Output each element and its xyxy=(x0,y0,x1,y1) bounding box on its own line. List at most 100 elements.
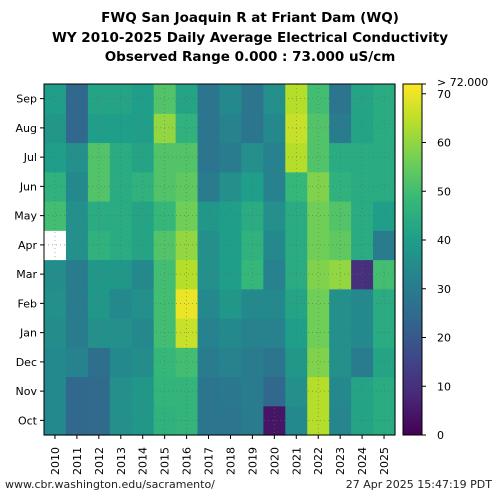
y-tick-label: Sep xyxy=(16,93,37,106)
x-tick-label: 2019 xyxy=(246,447,259,475)
heatmap-cell xyxy=(87,347,111,378)
heatmap-cell xyxy=(87,201,111,231)
heatmap-cell xyxy=(351,376,374,407)
colorbar-tick-label: 30 xyxy=(437,283,451,296)
heatmap-cell xyxy=(351,84,374,114)
x-tick-label: 2021 xyxy=(290,447,303,475)
heatmap-cell xyxy=(65,347,89,378)
heatmap-cell xyxy=(87,84,111,114)
heatmap-cell xyxy=(219,230,243,261)
x-tick-label: 2018 xyxy=(224,447,237,475)
heatmap-cell xyxy=(109,171,133,202)
x-tick-label: 2012 xyxy=(93,447,106,475)
heatmap-cell xyxy=(44,230,67,261)
footer-timestamp: 27 Apr 2025 15:47:19 PDT xyxy=(345,478,492,491)
colorbar-tick-label: 0 xyxy=(437,429,444,442)
chart-title-line-3: Observed Range 0.000 : 73.000 uS/cm xyxy=(104,49,396,65)
heatmap-cell xyxy=(87,142,111,173)
heatmap-cell xyxy=(131,171,155,202)
heatmap-cell xyxy=(263,201,286,231)
heatmap-cell xyxy=(175,376,199,407)
heatmap-cell xyxy=(307,376,330,407)
heatmap-cell xyxy=(131,376,155,407)
heatmap-cell xyxy=(109,230,133,261)
x-tick-label: 2017 xyxy=(203,447,216,475)
heatmap-cell xyxy=(219,376,243,407)
heatmap-cell xyxy=(65,230,89,261)
y-tick-label: Nov xyxy=(16,385,38,398)
heatmap-cell xyxy=(131,201,155,231)
heatmap-cell xyxy=(307,230,330,261)
heatmap-cell xyxy=(109,84,133,114)
heatmap-cell xyxy=(263,288,286,319)
plot-frame xyxy=(43,83,396,436)
x-tick-label: 2020 xyxy=(268,447,281,475)
heatmap-cell xyxy=(87,230,111,261)
x-tick-label: 2023 xyxy=(334,447,347,475)
heatmap-cell xyxy=(351,201,374,231)
heatmap-cell xyxy=(65,171,89,202)
heatmap-cell xyxy=(131,142,155,173)
heatmap-cell xyxy=(307,201,330,231)
y-tick-label: Oct xyxy=(18,414,38,427)
x-tick-label: 2015 xyxy=(159,447,172,475)
colorbar-tick-label: 70 xyxy=(437,88,451,101)
colorbar-tick-label: 50 xyxy=(437,185,451,198)
x-tick-label: 2024 xyxy=(356,447,369,475)
y-tick-label: Feb xyxy=(18,297,37,310)
colorbar-gradient xyxy=(402,83,423,436)
heatmap-cell xyxy=(44,142,67,173)
heatmap-cell xyxy=(87,171,111,202)
heatmap-cell xyxy=(351,230,374,261)
y-tick-label: Jun xyxy=(19,180,37,193)
heatmap-cell xyxy=(87,376,111,407)
heatmap-cell xyxy=(65,84,89,114)
heatmap-cell xyxy=(109,142,133,173)
heatmap-cell xyxy=(131,259,155,290)
heatmap-cell xyxy=(44,259,67,290)
heatmap-cell xyxy=(44,201,67,231)
heatmap-cell xyxy=(307,288,330,319)
y-tick-label: Jul xyxy=(23,151,37,164)
x-tick-label: 2014 xyxy=(137,447,150,475)
x-tick-label: 2016 xyxy=(181,447,194,475)
chart-title-line-2: WY 2010-2025 Daily Average Electrical Co… xyxy=(51,30,449,46)
heatmap-cell xyxy=(307,142,330,173)
heatmap-cell xyxy=(219,142,243,173)
colorbar-over-label: > 72.000 xyxy=(437,76,488,89)
heatmap-cell xyxy=(307,84,330,114)
x-tick-label: 2022 xyxy=(312,447,325,475)
heatmap-cell xyxy=(219,259,243,290)
heatmap-gridlines xyxy=(44,84,395,435)
heatmap-cell xyxy=(351,288,374,319)
heatmap-cell xyxy=(65,201,89,231)
heatmap-cell xyxy=(44,347,67,378)
heatmap-cell xyxy=(175,142,199,173)
heatmap-cell xyxy=(219,171,243,202)
x-tick-label: 2013 xyxy=(115,447,128,475)
heatmap-cell xyxy=(44,84,67,114)
heatmap-cell xyxy=(307,347,330,378)
colorbar-tick-label: 10 xyxy=(437,380,451,393)
x-tick-label: 2011 xyxy=(71,447,84,475)
heatmap-cell xyxy=(131,288,155,319)
chart-title-line-1: FWQ San Joaquin R at Friant Dam (WQ) xyxy=(101,10,399,26)
heatmap-cell xyxy=(87,288,111,319)
x-tick-label: 2025 xyxy=(378,447,391,475)
heatmap-cell xyxy=(219,201,243,231)
y-tick-label: Dec xyxy=(16,356,37,369)
heatmap-cell xyxy=(65,142,89,173)
x-tick-label: 2010 xyxy=(49,447,62,475)
heatmap-cell xyxy=(44,171,67,202)
heatmap-cell xyxy=(109,347,133,378)
heatmap-cells xyxy=(44,84,396,436)
heatmap-cell xyxy=(351,259,374,290)
heatmap-cell xyxy=(263,259,286,290)
colorbar-tick-label: 60 xyxy=(437,137,451,150)
footer-source-url[interactable]: www.cbr.washington.edu/sacramento/ xyxy=(5,478,215,491)
heatmap-cell xyxy=(65,288,89,319)
heatmap-cell xyxy=(175,259,199,290)
heatmap-cell xyxy=(65,259,89,290)
heatmap-cell xyxy=(351,347,374,378)
